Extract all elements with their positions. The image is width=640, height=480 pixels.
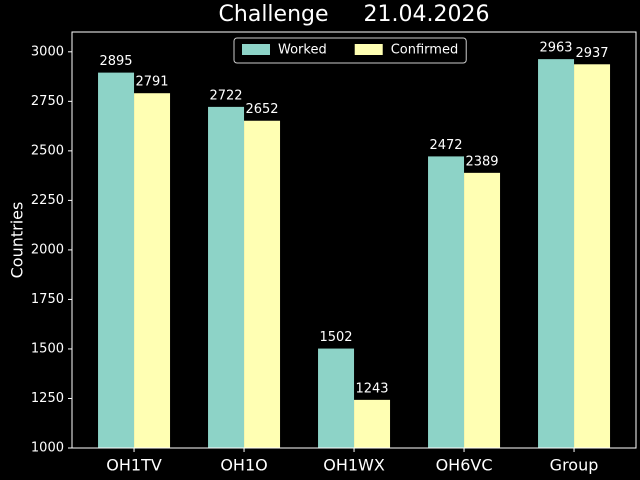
- value-label: 2791: [135, 75, 168, 90]
- value-label: 2472: [429, 138, 462, 153]
- y-tick-label: 2250: [31, 193, 64, 208]
- bar: [318, 348, 355, 448]
- y-tick-label: 2500: [31, 143, 64, 158]
- value-label: 2937: [575, 46, 608, 61]
- legend-swatch: [242, 44, 270, 55]
- bar: [244, 120, 281, 448]
- y-tick-label: 2750: [31, 94, 64, 109]
- y-tick-label: 1500: [31, 341, 64, 356]
- bar: [98, 72, 135, 448]
- x-tick-label: Group: [550, 456, 599, 475]
- legend-label: Confirmed: [391, 43, 459, 58]
- bar: [538, 59, 575, 449]
- y-tick-label: 1750: [31, 292, 64, 307]
- value-label: 2389: [465, 154, 498, 169]
- bar: [208, 106, 245, 448]
- bar: [354, 399, 391, 448]
- legend: [233, 37, 467, 64]
- bar: [134, 93, 171, 448]
- legend-label: Worked: [278, 43, 327, 58]
- axes-frame: [71, 31, 637, 449]
- y-tick-label: 2000: [31, 242, 64, 257]
- value-label: 1243: [355, 381, 388, 396]
- chart-title: Challenge 21.04.2026: [219, 2, 490, 27]
- bar: [464, 172, 501, 449]
- bar: [574, 64, 611, 448]
- x-tick-label: OH1WX: [323, 456, 385, 475]
- y-tick-label: 1250: [31, 391, 64, 406]
- value-label: 2963: [539, 41, 572, 56]
- y-tick-label: 3000: [31, 44, 64, 59]
- x-tick-label: OH1TV: [106, 456, 162, 475]
- x-tick-label: OH6VC: [436, 456, 493, 475]
- y-tick-label: 1000: [31, 441, 64, 456]
- value-label: 1502: [319, 330, 352, 345]
- legend-swatch: [354, 44, 383, 55]
- y-axis-label: Countries: [8, 202, 27, 279]
- x-tick-label: OH1O: [220, 456, 267, 475]
- value-label: 2895: [99, 54, 132, 69]
- bar: [428, 156, 465, 448]
- value-label: 2722: [209, 88, 242, 103]
- value-label: 2652: [245, 102, 278, 117]
